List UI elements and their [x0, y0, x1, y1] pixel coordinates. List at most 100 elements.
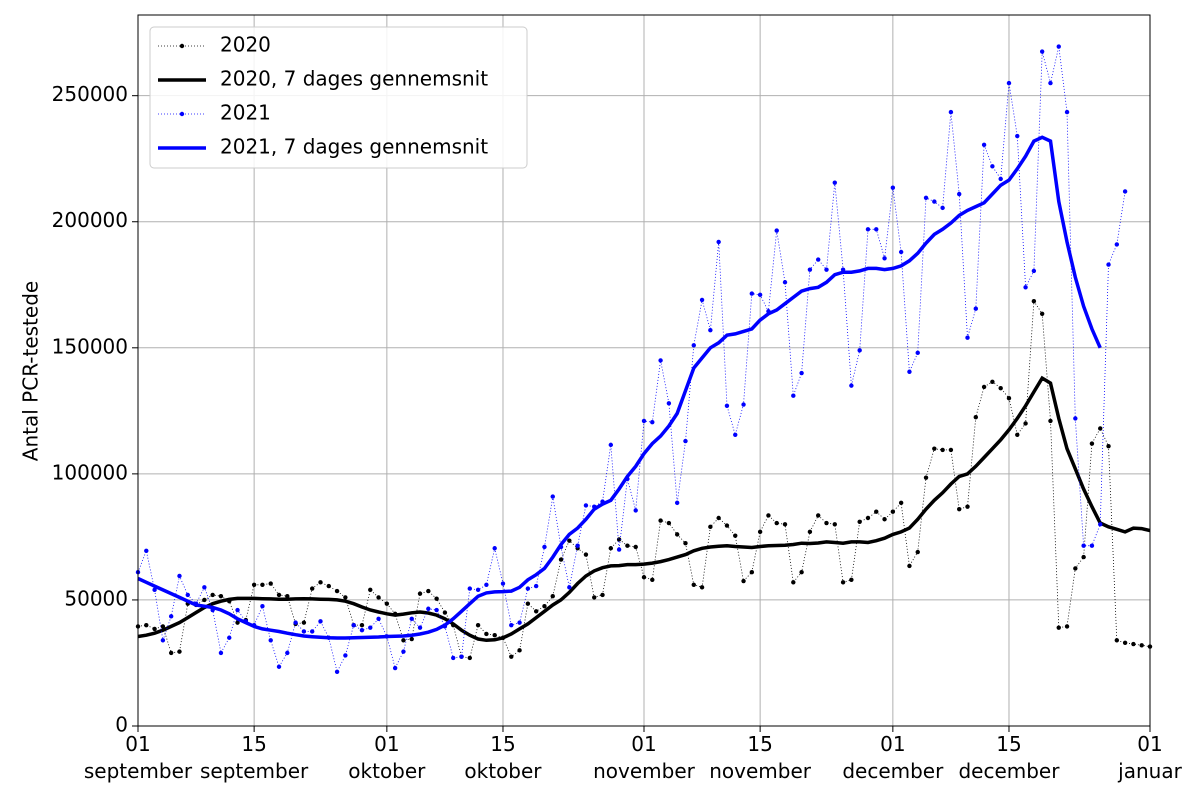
- data-point: [658, 518, 663, 523]
- y-axis-label: Antal PCR-testede: [19, 281, 43, 461]
- data-point: [434, 596, 439, 601]
- data-point: [334, 669, 340, 674]
- data-point: [633, 508, 638, 513]
- data-point: [426, 588, 431, 594]
- data-point: [1015, 432, 1020, 437]
- data-point: [160, 624, 166, 629]
- data-point: [1031, 268, 1037, 274]
- data-point: [716, 515, 721, 521]
- data-point: [724, 523, 730, 528]
- data-point: [865, 227, 871, 232]
- data-point: [791, 580, 796, 585]
- data-point: [1023, 421, 1028, 426]
- data-point: [915, 350, 920, 356]
- data-point: [235, 607, 240, 613]
- data-point: [932, 446, 937, 451]
- data-point: [782, 522, 788, 527]
- data-point: [309, 586, 315, 591]
- data-point: [384, 601, 390, 606]
- data-point: [923, 195, 929, 200]
- data-point: [774, 520, 779, 526]
- data-point: [666, 520, 672, 526]
- data-point: [1015, 133, 1020, 139]
- data-point: [965, 335, 970, 340]
- data-point: [1039, 49, 1045, 54]
- data-point: [882, 517, 887, 522]
- y-tick-label: 200000: [52, 208, 128, 232]
- data-point: [832, 522, 837, 527]
- data-point: [152, 626, 157, 632]
- data-point: [268, 581, 273, 586]
- legend-label: 2020: [220, 33, 271, 57]
- data-point: [326, 583, 331, 589]
- legend-label: 2021: [220, 101, 271, 125]
- data-point: [1122, 640, 1128, 645]
- data-point: [368, 587, 373, 593]
- data-point: [484, 582, 489, 588]
- data-point: [981, 384, 987, 390]
- data-point: [583, 552, 589, 557]
- data-point: [558, 557, 564, 562]
- x-tick-label: 15 september: [199, 732, 309, 783]
- data-point: [1073, 566, 1078, 571]
- data-point: [716, 239, 721, 245]
- data-point: [857, 519, 862, 524]
- data-point: [567, 538, 572, 543]
- data-point: [973, 414, 979, 420]
- data-point: [168, 614, 174, 619]
- data-point: [177, 573, 182, 579]
- data-point: [575, 543, 580, 548]
- data-point: [592, 595, 597, 600]
- data-point: [475, 587, 481, 593]
- data-point: [417, 625, 423, 630]
- data-point: [840, 580, 846, 585]
- data-point: [815, 257, 821, 262]
- plot-frame: [137, 14, 1151, 727]
- data-point: [376, 616, 381, 622]
- data-point: [409, 636, 414, 642]
- data-point: [1114, 242, 1120, 247]
- data-point: [757, 529, 763, 535]
- data-point: [235, 620, 240, 625]
- data-point: [1039, 311, 1045, 316]
- data-point: [1098, 426, 1103, 431]
- data-point: [318, 619, 323, 624]
- data-point: [276, 664, 282, 669]
- data-point: [417, 591, 423, 596]
- data-point: [533, 583, 539, 589]
- data-point: [392, 665, 398, 671]
- data-point: [409, 616, 414, 622]
- data-point: [1081, 543, 1086, 548]
- data-point: [1056, 44, 1061, 49]
- data-point: [160, 638, 166, 643]
- data-point: [1048, 80, 1053, 86]
- data-point: [343, 653, 348, 658]
- data-point: [1081, 554, 1086, 560]
- legend-label: 2020, 7 dages gennemsnit: [220, 67, 488, 91]
- data-point: [998, 176, 1003, 182]
- data-point: [1131, 641, 1136, 647]
- data-point: [948, 109, 954, 115]
- data-point: [815, 513, 821, 518]
- data-point: [608, 442, 614, 448]
- data-point: [990, 379, 995, 385]
- y-tick-label: 50000: [64, 586, 128, 610]
- data-point: [674, 532, 680, 537]
- data-point: [799, 570, 804, 575]
- data-point: [915, 549, 920, 555]
- data-point: [774, 228, 779, 233]
- data-point: [1139, 643, 1144, 648]
- data-point: [268, 638, 273, 643]
- data-point: [699, 297, 705, 303]
- data-point: [1106, 262, 1111, 267]
- data-point: [492, 546, 497, 551]
- data-point: [957, 506, 962, 512]
- x-tick-label: 01 januar: [1118, 732, 1182, 783]
- x-tick-label: 01 september: [83, 732, 193, 783]
- data-point: [616, 547, 622, 552]
- data-point: [359, 622, 365, 628]
- data-point: [898, 500, 904, 506]
- data-point: [293, 620, 298, 625]
- data-point: [1073, 416, 1078, 421]
